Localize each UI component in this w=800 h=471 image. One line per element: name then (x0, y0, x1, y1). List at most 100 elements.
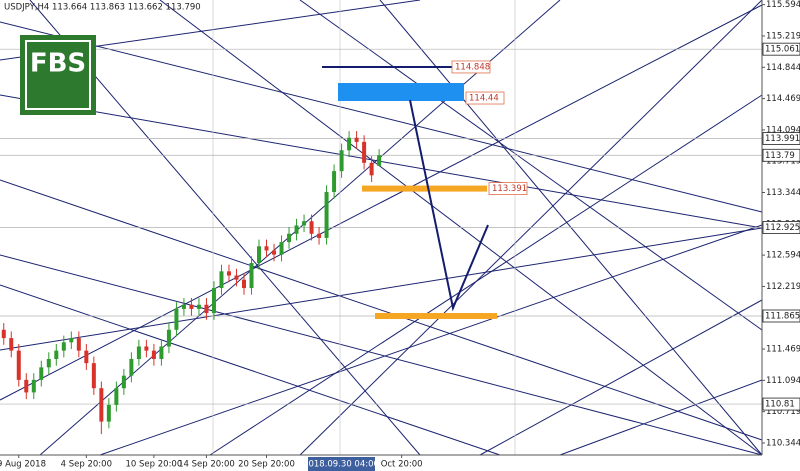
candle-body (272, 250, 277, 255)
x-tick-label: 14 Sep 20:00 (178, 460, 235, 470)
candle-body (61, 342, 66, 351)
candle-body (39, 367, 44, 380)
candle-body (196, 304, 201, 309)
y-tick-label: 114.844 (766, 63, 800, 73)
y-tick-label: 113.344 (766, 188, 800, 198)
target-bar (362, 185, 487, 192)
x-tick-label: Oct 20:00 (381, 460, 423, 470)
candle-body (234, 275, 239, 280)
level-label: 113.79 (765, 151, 795, 161)
level-label-box (762, 221, 800, 234)
candle-body (219, 271, 224, 289)
candle-body (91, 363, 96, 389)
candle-body (144, 346, 149, 351)
candle-body (136, 346, 141, 359)
candle-body (317, 233, 322, 238)
level-label-box (762, 42, 800, 56)
time-axis (0, 455, 762, 471)
target-zone (338, 83, 464, 102)
price-axis (762, 0, 800, 471)
level-label: 110.81 (765, 400, 795, 410)
logo-box (20, 35, 96, 115)
candle-body (31, 379, 36, 393)
level-label-box (762, 309, 800, 323)
candle-body (106, 404, 111, 422)
candle-body (189, 304, 194, 309)
candle-body (121, 375, 126, 389)
y-tick-label: 110.344 (766, 438, 800, 448)
candle-body (129, 358, 134, 376)
target-label: 114.848 (455, 62, 490, 72)
candle-body (339, 150, 344, 172)
candle-body (332, 171, 337, 193)
target-label: 114.44 (469, 94, 499, 104)
candle-body (151, 350, 156, 359)
y-tick-label: 111.094 (766, 376, 800, 386)
candle-body (69, 338, 74, 343)
candle-body (324, 192, 329, 238)
y-tick-label: 114.094 (766, 125, 800, 135)
y-tick-label: 111.469 (766, 345, 800, 355)
candle-body (257, 246, 262, 263)
x-tick-label: 4 Sep 20:00 (61, 460, 112, 470)
candle-body (174, 308, 179, 330)
candle-body (24, 379, 29, 393)
level-label-box (762, 132, 800, 145)
level-label: 111.865 (765, 311, 800, 321)
target-label: 113.391 (492, 184, 527, 194)
y-tick-label: 115.219 (766, 31, 800, 41)
candle-body (309, 221, 314, 234)
candle-body (347, 137, 352, 151)
level-label-box (762, 148, 800, 162)
candle-body (249, 262, 254, 289)
y-tick-label: 112.219 (766, 282, 800, 292)
chart-title: USDJPY,H4 113.664 113.863 113.662 113.79… (4, 3, 201, 13)
level-label-box (762, 397, 800, 411)
candle-body (241, 279, 246, 289)
level-label: 112.925 (765, 223, 800, 233)
candle-body (354, 137, 359, 142)
x-tick-label: 29 Aug 2018 (0, 460, 46, 470)
candle-body (369, 162, 374, 176)
y-tick-label: 113.719 (766, 157, 800, 167)
candle-body (362, 141, 367, 163)
candle-body (76, 338, 81, 351)
candle-body (46, 358, 51, 368)
candle-body (302, 221, 307, 226)
projection-arrow (409, 99, 489, 312)
level-label: 115.061 (765, 45, 800, 55)
candle-body (114, 388, 119, 405)
candle-body (166, 329, 171, 347)
candle-body (264, 246, 269, 251)
support-bar (375, 312, 497, 319)
candle-body (159, 346, 164, 359)
candle-body (54, 350, 59, 359)
time-highlight-label: 2018.09.30 04:00 (303, 460, 379, 470)
candle-body (1, 329, 6, 339)
candle-body (204, 304, 209, 314)
y-tick-label: 110.719 (766, 407, 800, 417)
candle-body (9, 338, 14, 351)
candle-body (16, 350, 21, 380)
time-highlight (308, 457, 375, 471)
candle-body (377, 155, 382, 166)
marks (0, 48, 762, 435)
candle-body (211, 288, 216, 314)
x-tick-label: 20 Sep 20:00 (238, 460, 295, 470)
candle-body (84, 350, 89, 364)
y-tick-label: 115.594 (766, 0, 800, 10)
target-label-box (465, 91, 505, 105)
x-tick-label: 10 Sep 20:00 (126, 460, 183, 470)
candle-body (181, 304, 186, 309)
y-tick-label: 114.469 (766, 94, 800, 104)
logo-text: FBS (30, 49, 86, 79)
candle-body (294, 225, 299, 234)
candle-body (279, 242, 284, 255)
candle-body (226, 271, 231, 276)
target-label-box (451, 60, 491, 74)
target-label-box (488, 182, 528, 195)
y-tick-label: 112.594 (766, 251, 800, 261)
